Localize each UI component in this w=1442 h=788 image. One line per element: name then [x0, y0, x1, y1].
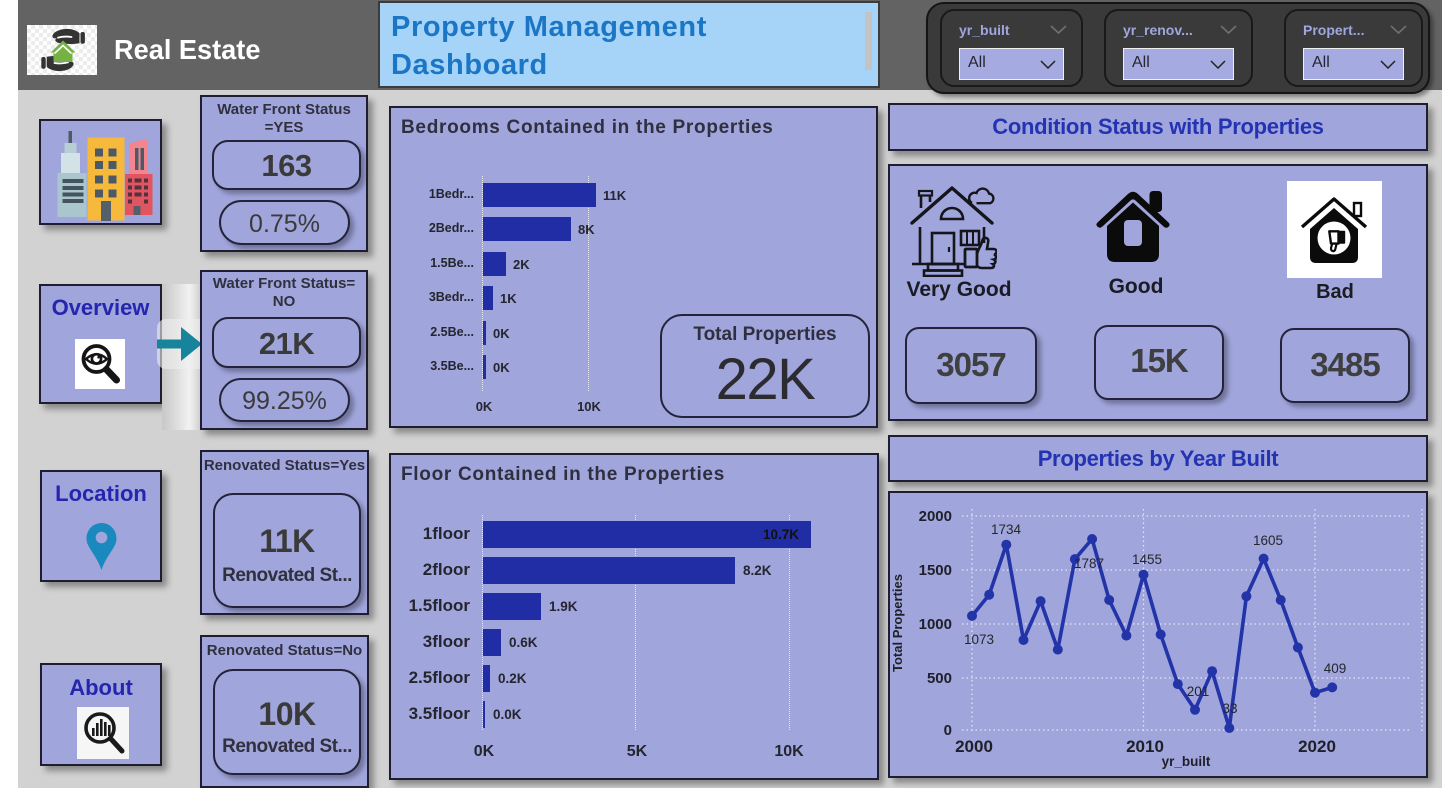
svg-text:Total Properties: Total Properties [890, 574, 905, 672]
svg-text:1000: 1000 [919, 616, 952, 633]
svg-text:1787: 1787 [1074, 556, 1104, 571]
svg-text:2020: 2020 [1298, 737, 1336, 756]
svg-text:1734: 1734 [991, 522, 1022, 537]
svg-text:33: 33 [1222, 701, 1237, 716]
svg-text:1073: 1073 [964, 632, 994, 647]
svg-text:409: 409 [1324, 661, 1347, 676]
svg-text:2000: 2000 [919, 508, 952, 525]
svg-text:yr_built: yr_built [1162, 754, 1211, 769]
svg-text:2000: 2000 [955, 737, 993, 756]
svg-text:1605: 1605 [1253, 533, 1283, 548]
svg-text:0: 0 [944, 722, 952, 739]
svg-text:1500: 1500 [919, 562, 952, 579]
svg-text:201: 201 [1187, 684, 1210, 699]
svg-text:500: 500 [927, 670, 952, 687]
svg-text:2010: 2010 [1126, 737, 1164, 756]
svg-text:1455: 1455 [1132, 552, 1162, 567]
